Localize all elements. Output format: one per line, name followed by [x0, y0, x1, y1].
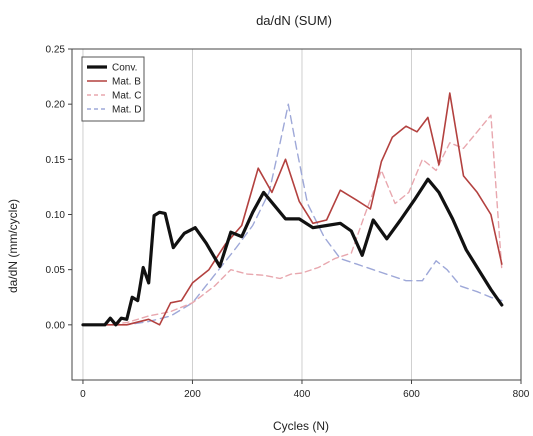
legend-label-mat-d: Mat. D: [112, 105, 141, 116]
series-line-mat-c: [82, 114, 503, 326]
y-tick-label: 0.15: [46, 155, 66, 166]
legend-label-mat-c: Mat. C: [112, 91, 141, 102]
x-tick-label: 200: [184, 389, 201, 400]
series-line-mat-d: [82, 103, 503, 326]
x-tick-label: 800: [513, 389, 530, 400]
y-tick-label: 0.20: [46, 100, 66, 111]
x-tick-label: 400: [294, 389, 311, 400]
x-tick-label: 0: [80, 389, 86, 400]
series-line-mat-b: [82, 92, 503, 326]
chart-title: da/dN (SUM): [256, 13, 332, 28]
y-tick-label: 0.25: [46, 45, 66, 56]
legend-label-conv: Conv.: [112, 63, 137, 74]
y-tick-label: 0.10: [46, 210, 66, 221]
y-axis-label: da/dN (mm/cycle): [6, 199, 20, 293]
y-tick-label: 0.00: [46, 320, 66, 331]
legend: Conv. Mat. B Mat. C Mat. D: [81, 56, 145, 122]
legend-label-mat-b: Mat. B: [112, 77, 141, 88]
x-axis-label: Cycles (N): [273, 419, 329, 433]
axis-ticks: 0 200 400 600 800 0.00 0.05 0.10 0.15 0.20 0.25: [46, 45, 530, 401]
x-tick-label: 600: [403, 389, 420, 400]
series-lines: [81, 92, 504, 327]
y-tick-label: 0.05: [46, 265, 66, 276]
series-line-conv: [81, 177, 504, 327]
